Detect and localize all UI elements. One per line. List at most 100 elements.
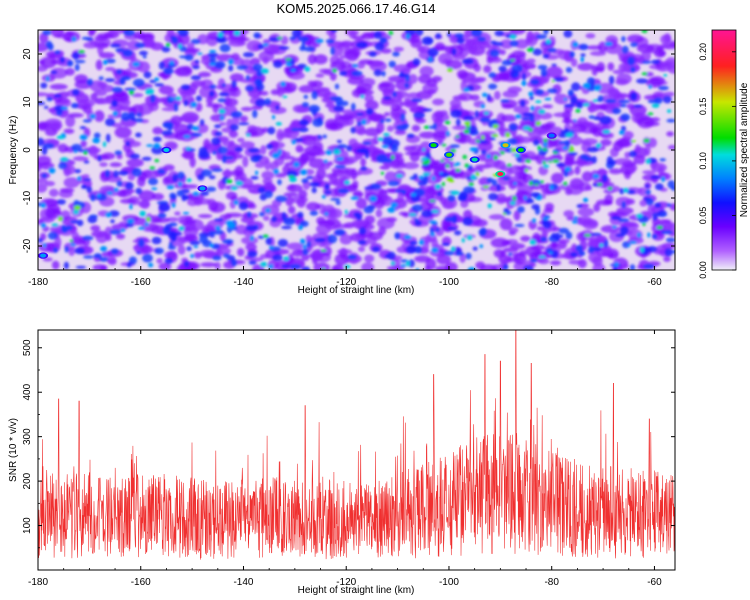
heatmap-cell <box>298 189 308 199</box>
heatmap-cell <box>627 56 635 66</box>
heatmap-cell <box>510 180 523 187</box>
heatmap-cell <box>337 248 353 255</box>
heatmap-cell <box>178 181 183 187</box>
heatmap-cell <box>93 132 101 139</box>
heatmap-hotspot <box>517 148 524 152</box>
snr-y-tick-label: 300 <box>22 428 33 445</box>
heatmap-cell <box>387 207 396 213</box>
heatmap-cell <box>105 58 116 64</box>
heatmap-cell <box>430 232 435 237</box>
heatmap-cell <box>158 203 171 212</box>
heatmap-cell <box>83 150 88 155</box>
heatmap-cell <box>90 225 101 232</box>
heatmap-cell <box>230 111 243 118</box>
heatmap-cell <box>435 227 440 233</box>
heatmap-cell <box>320 162 331 170</box>
heatmap-cell <box>303 94 309 99</box>
heatmap-cell <box>616 207 634 215</box>
heatmap-cell <box>405 245 417 254</box>
heatmap-cell <box>229 123 239 131</box>
heatmap-cell <box>71 88 80 96</box>
heatmap-cell <box>245 74 251 81</box>
heatmap-cell <box>419 131 437 139</box>
heatmap-cell <box>558 234 564 238</box>
heatmap-cell <box>666 203 672 208</box>
heatmap-cell <box>637 116 655 129</box>
heatmap-cell <box>381 70 386 77</box>
heatmap-cell <box>443 161 456 169</box>
heatmap-cell <box>432 176 436 181</box>
heatmap-cell <box>542 142 548 147</box>
heatmap-cell <box>41 145 48 155</box>
heatmap-cell <box>357 240 367 245</box>
heatmap-cell <box>515 190 532 202</box>
heatmap-cell <box>440 159 444 162</box>
heatmap-cell <box>523 265 534 270</box>
heatmap-cell <box>102 141 107 148</box>
heatmap-cell <box>596 62 606 73</box>
heatmap-cell <box>654 202 662 208</box>
heatmap-cell <box>82 174 90 179</box>
heatmap-cell <box>278 46 290 50</box>
heatmap-y-tick-label: 10 <box>22 96 33 108</box>
heatmap-cell <box>348 138 358 148</box>
heatmap-cell <box>540 68 548 78</box>
heatmap-cell <box>431 75 442 83</box>
heatmap-cell <box>125 140 130 147</box>
heatmap-cell <box>500 99 510 103</box>
heatmap-cell <box>40 223 47 228</box>
heatmap-cell <box>641 72 648 76</box>
heatmap-cell <box>306 175 314 180</box>
heatmap-cell <box>336 139 343 144</box>
heatmap-cell <box>517 206 525 213</box>
heatmap-cell <box>642 170 656 175</box>
heatmap-cell <box>316 223 332 235</box>
heatmap-cell <box>235 181 244 186</box>
heatmap-cell <box>458 171 469 179</box>
heatmap-cell <box>219 43 231 53</box>
heatmap-cell <box>577 216 593 227</box>
heatmap-cell <box>626 189 636 195</box>
heatmap-cell <box>277 179 282 186</box>
heatmap-cell <box>257 43 265 50</box>
heatmap-cell <box>508 227 519 234</box>
heatmap-cell <box>275 105 280 111</box>
heatmap-cell <box>502 90 519 98</box>
heatmap-cell <box>283 217 296 226</box>
heatmap-cell <box>384 171 397 182</box>
heatmap-cell <box>614 158 632 166</box>
heatmap-cell <box>507 252 513 256</box>
heatmap-cell <box>95 231 108 244</box>
heatmap-cell <box>669 40 675 48</box>
heatmap-cell <box>302 248 309 256</box>
heatmap-cell <box>620 125 627 132</box>
heatmap-cell <box>568 136 583 146</box>
heatmap-cell <box>228 39 246 47</box>
heatmap-cell <box>463 186 476 194</box>
heatmap-cell <box>237 247 245 257</box>
heatmap-cell <box>209 90 215 97</box>
heatmap-cell <box>449 157 453 161</box>
heatmap-cell <box>136 251 141 255</box>
heatmap-cell <box>226 179 233 184</box>
heatmap-cell <box>581 171 594 182</box>
heatmap-cell <box>280 35 289 45</box>
heatmap-cell <box>146 216 151 222</box>
heatmap-cell <box>131 167 142 177</box>
heatmap-cell <box>272 254 283 262</box>
heatmap-cell <box>301 102 310 108</box>
heatmap-cell <box>149 166 156 170</box>
heatmap-cell <box>525 198 535 204</box>
heatmap-cell <box>558 133 568 138</box>
heatmap-cell <box>541 228 548 240</box>
heatmap-cell <box>667 144 675 150</box>
heatmap-cell <box>372 135 380 145</box>
heatmap-cell <box>486 177 494 183</box>
heatmap-cell <box>245 85 255 92</box>
heatmap-cell <box>442 200 455 210</box>
heatmap-cell <box>177 245 186 255</box>
heatmap-cell <box>362 141 372 145</box>
heatmap-cell <box>455 118 461 127</box>
heatmap-cells <box>38 30 675 270</box>
heatmap-cell <box>301 135 317 146</box>
